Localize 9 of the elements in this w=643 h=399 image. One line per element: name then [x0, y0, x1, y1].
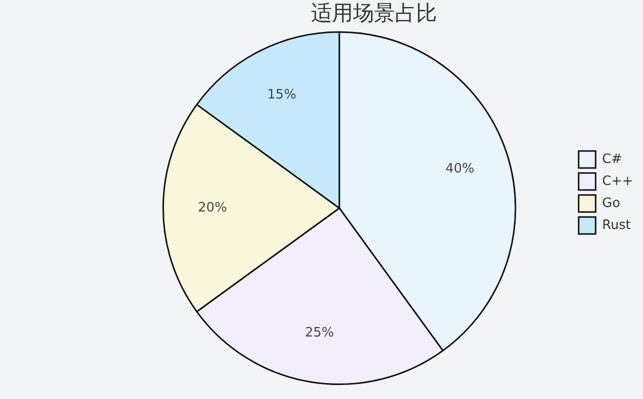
chart-title: 适用场景占比 — [311, 1, 437, 26]
data-label: 40% — [445, 161, 474, 176]
legend-label: Rust — [602, 218, 631, 233]
legend-label: C++ — [602, 174, 634, 189]
data-label: 15% — [267, 87, 296, 102]
legend-label: Go — [602, 196, 620, 211]
data-label: 20% — [198, 200, 227, 216]
legend-label: C# — [602, 152, 622, 167]
data-label: 25% — [305, 326, 334, 341]
